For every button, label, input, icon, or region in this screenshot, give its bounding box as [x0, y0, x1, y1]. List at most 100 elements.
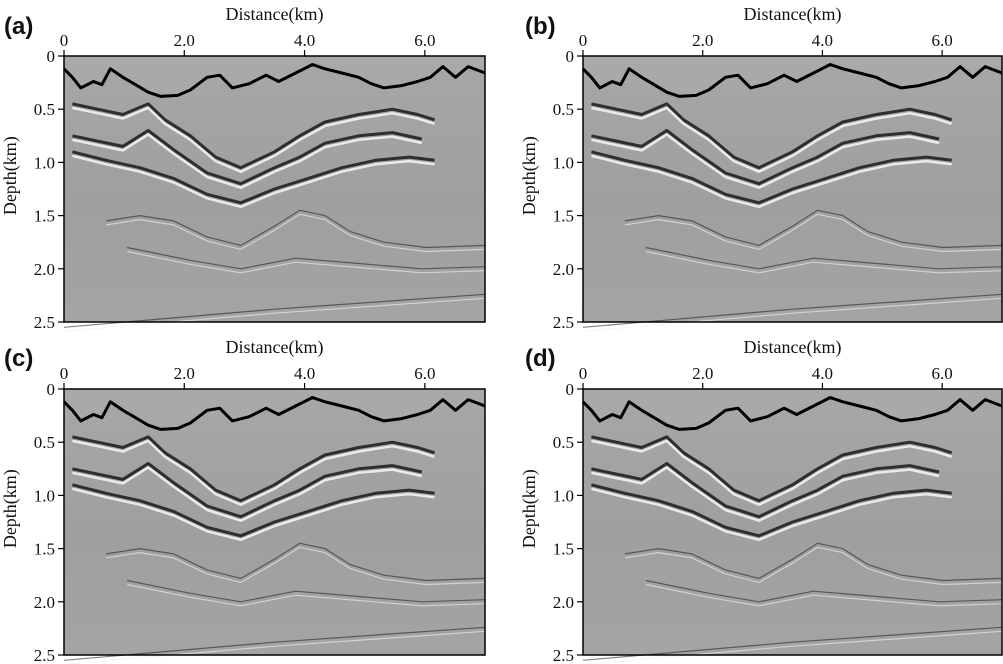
y-axis-label: Depth(km)	[519, 469, 540, 548]
y-tick-label: 1.5	[34, 540, 55, 559]
reflector-dark	[624, 209, 1003, 249]
y-tick-label: 0	[566, 47, 575, 66]
x-tick-label: 6.0	[414, 364, 435, 383]
x-tick-label: 6.0	[932, 364, 953, 383]
y-tick-label: 2.5	[553, 646, 574, 664]
x-axis-label: Distance(km)	[226, 337, 324, 358]
y-tick-label: 1.0	[553, 486, 574, 505]
reflector-dark	[645, 246, 1003, 270]
x-tick-label: 2.0	[692, 364, 713, 383]
y-tick-label: 0	[47, 47, 56, 66]
reflector-light	[72, 466, 423, 522]
y-tick-label: 0.5	[553, 433, 574, 452]
reflector-light	[624, 546, 1003, 586]
plot-frame	[63, 388, 486, 656]
reflector-light	[591, 466, 940, 522]
y-tick-label: 1.0	[34, 153, 55, 172]
reflector-dark	[106, 209, 486, 249]
reflector-light	[106, 546, 486, 586]
reflector-dark	[591, 483, 952, 538]
y-tick-label: 2.0	[553, 593, 574, 612]
reflector-light	[591, 106, 953, 173]
panel-label: (b)	[525, 13, 556, 40]
reflector-light	[645, 250, 1003, 274]
y-tick-label: 2.0	[553, 260, 574, 279]
reflector-light	[72, 133, 423, 189]
y-tick-label: 2.0	[34, 260, 55, 279]
reflector-dark	[645, 579, 1003, 603]
y-axis-label: Depth(km)	[519, 136, 540, 215]
reflector-dark	[127, 246, 486, 270]
y-tick-label: 1.5	[34, 207, 55, 226]
x-tick-label: 6.0	[414, 31, 435, 50]
x-tick-label: 6.0	[932, 31, 953, 50]
y-tick-label: 0	[566, 380, 575, 399]
x-axis-label: Distance(km)	[744, 337, 842, 358]
topography-line	[62, 63, 486, 98]
reflector-light	[591, 487, 952, 542]
y-tick-label: 0.5	[34, 100, 55, 119]
x-tick-label: 4.0	[812, 31, 833, 50]
plot-frame	[63, 55, 486, 323]
reflector-dark	[127, 579, 486, 603]
reflector-dark	[106, 542, 486, 582]
reflector-light	[591, 439, 953, 506]
reflector-light	[624, 213, 1003, 253]
y-tick-label: 1.5	[553, 207, 574, 226]
reflector-light	[72, 439, 435, 506]
x-tick-label: 2.0	[174, 31, 195, 50]
y-tick-label: 0	[47, 380, 56, 399]
y-tick-label: 1.0	[34, 486, 55, 505]
panel-c: 0 2.0 4.0 6.0 0 0.5 1.0 1.5 2.0 2.5 Distance(km) De…	[0, 337, 486, 664]
panel-label: (a)	[4, 13, 33, 40]
x-tick-label: 0	[60, 364, 69, 383]
y-tick-label: 2.0	[34, 593, 55, 612]
reflector-dark	[591, 102, 953, 170]
panel-label: (d)	[525, 345, 556, 372]
y-axis-label: Depth(km)	[0, 469, 21, 548]
panel-d: 0 2.0 4.0 6.0 0 0.5 1.0 1.5 2.0 2.5 Distance(km) De…	[519, 337, 1003, 664]
y-tick-label: 0.5	[553, 100, 574, 119]
reflector-dark	[72, 483, 435, 538]
y-tick-label: 0.5	[34, 433, 55, 452]
reflector-light	[127, 250, 486, 274]
plot-frame	[582, 55, 1003, 323]
reflector-dark	[624, 542, 1003, 582]
x-axis-label: Distance(km)	[744, 4, 842, 25]
topography-line	[581, 63, 1003, 98]
reflector-light	[63, 630, 486, 664]
reflector-dark	[72, 129, 423, 186]
x-tick-label: 0	[579, 31, 588, 50]
reflector-light	[72, 106, 435, 173]
reflector-dark	[591, 435, 953, 503]
reflector-dark	[72, 150, 435, 205]
reflector-light	[582, 297, 1003, 332]
reflector-light	[127, 583, 486, 607]
reflector-light	[63, 297, 486, 332]
reflector-light	[591, 154, 952, 209]
y-axis-label: Depth(km)	[0, 136, 21, 215]
reflector-dark	[72, 435, 435, 503]
reflector-dark	[72, 102, 435, 170]
reflector-light	[72, 487, 435, 542]
reflector-light	[645, 583, 1003, 607]
topography-line	[62, 396, 486, 431]
reflector-dark	[591, 462, 940, 519]
x-tick-label: 0	[60, 31, 69, 50]
reflector-light	[106, 213, 486, 253]
y-tick-label: 1.5	[553, 540, 574, 559]
x-tick-label: 4.0	[812, 364, 833, 383]
y-tick-label: 1.0	[553, 153, 574, 172]
reflector-light	[582, 630, 1003, 664]
panel-label: (c)	[4, 345, 33, 372]
topography-line	[581, 396, 1003, 431]
panel-b: 0 2.0 4.0 6.0 0 0.5 1.0 1.5 2.0 2.5 Distance(km) De…	[519, 4, 1003, 332]
y-tick-label: 2.5	[34, 313, 55, 332]
reflector-dark	[591, 150, 952, 205]
x-tick-label: 4.0	[294, 364, 315, 383]
y-tick-label: 2.5	[34, 646, 55, 664]
reflector-light	[72, 154, 435, 209]
reflector-light	[591, 133, 940, 189]
reflector-dark	[72, 462, 423, 519]
